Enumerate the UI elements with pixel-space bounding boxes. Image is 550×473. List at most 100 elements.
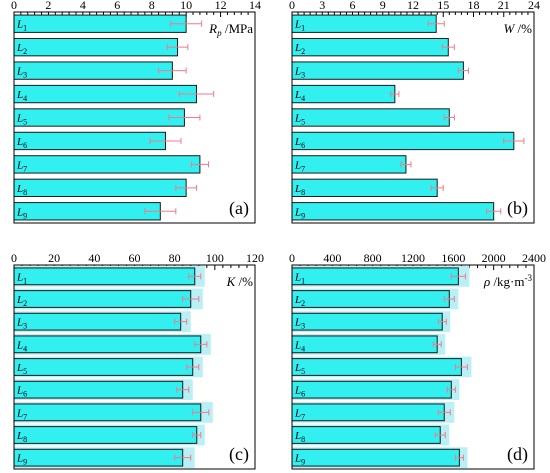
category-label: L1: [294, 271, 305, 285]
x-tick-label: 60: [129, 251, 141, 265]
x-tick-label: 0: [11, 251, 17, 265]
bar: [291, 335, 438, 354]
x-tick-label: 6: [114, 0, 120, 12]
category-label: L9: [16, 206, 27, 220]
category-label: L7: [16, 159, 27, 173]
bar: [291, 312, 443, 331]
x-tick-label: 2: [45, 0, 51, 12]
category-label: L4: [294, 339, 305, 353]
bar: [291, 380, 452, 399]
x-tick-label: 80: [169, 251, 181, 265]
bar: [291, 108, 450, 127]
bar: [291, 84, 396, 104]
bar: [13, 131, 166, 151]
bar: [291, 426, 441, 444]
bar: [291, 37, 449, 57]
x-tick-label: 2000: [482, 251, 506, 265]
category-label: L5: [16, 362, 27, 376]
bar: [291, 202, 495, 221]
bar: [291, 61, 464, 80]
panel-letter: (d): [507, 444, 528, 465]
category-label: L1: [16, 271, 27, 285]
category-label: L6: [16, 385, 27, 399]
chart-panel-2: 0 3 6 9 12 15 18 21 24 L1 L2 L3 L4 L5 L6 L7 L8 L9 W /% (b): [289, 0, 540, 224]
bar: [291, 403, 445, 422]
category-label: L9: [16, 453, 27, 467]
x-tick-label: 10: [180, 0, 192, 12]
category-label: L4: [16, 89, 27, 103]
plot-frame: [13, 11, 256, 224]
x-tick-label: 8: [149, 0, 155, 12]
bar: [291, 131, 515, 151]
category-label: L6: [16, 136, 27, 150]
x-tick-label: 21: [498, 0, 510, 12]
bar: [291, 358, 462, 376]
category-label: L2: [16, 294, 27, 308]
x-tick-label: 40: [88, 251, 100, 265]
category-label: L8: [294, 183, 305, 197]
bar: [13, 108, 185, 127]
bar: [13, 267, 196, 286]
bar: [13, 403, 202, 422]
bar: [13, 202, 161, 221]
bar: [13, 290, 192, 308]
panel-letter: (c): [229, 444, 249, 465]
x-tick-label: 12: [407, 0, 419, 12]
category-label: L3: [294, 66, 305, 80]
category-label: L3: [16, 317, 27, 331]
category-label: L2: [294, 42, 305, 56]
x-tick-label: 14: [249, 0, 261, 12]
x-tick-label: 12: [215, 0, 227, 12]
bar: [291, 14, 437, 33]
category-label: L3: [16, 66, 27, 80]
category-label: L1: [16, 19, 27, 33]
category-label: L9: [294, 453, 305, 467]
x-tick-label: 2400: [522, 251, 546, 265]
category-label: L4: [16, 339, 27, 353]
chart-panel-4: 0 400 800 1200 1600 2000 2400 L1 L2 L3 L4 L5 L6 L7 L8 L…: [289, 251, 546, 470]
category-label: L3: [294, 317, 305, 331]
axis-title: Rp /MPa: [208, 21, 253, 38]
category-label: L1: [294, 19, 305, 33]
category-label: L2: [16, 42, 27, 56]
plot-frame: [13, 264, 256, 470]
chart-panel-1: 0 2 4 6 8 10 12 14 L1 L2 L3 L4 L5 L6 L7 L8 L9 Rp /MPa (a): [11, 0, 261, 224]
panel-letter: (a): [229, 198, 249, 219]
x-tick-label: 0: [289, 0, 295, 12]
bar: [291, 155, 407, 174]
category-label: L7: [294, 159, 305, 173]
category-label: L8: [16, 183, 27, 197]
x-tick-label: 4: [80, 0, 86, 12]
x-tick-label: 1200: [401, 251, 425, 265]
axis-title: W /%: [503, 21, 532, 36]
bar: [13, 37, 179, 57]
category-label: L6: [294, 136, 305, 150]
x-tick-label: 20: [48, 251, 60, 265]
x-tick-label: 9: [380, 0, 386, 12]
category-label: L9: [294, 206, 305, 220]
bar: [291, 448, 460, 467]
x-tick-label: 100: [206, 251, 224, 265]
bar: [13, 358, 194, 376]
bar: [13, 426, 198, 444]
category-label: L2: [294, 294, 305, 308]
bar: [291, 267, 459, 286]
x-tick-label: 18: [468, 0, 480, 12]
chart-panel-3: 0 20 40 60 80 100 120 L1 L2 L3 L4 L5 L6 L7 L8 L9 K /% (c): [11, 251, 264, 470]
x-tick-label: 120: [246, 251, 264, 265]
x-tick-label: 0: [11, 0, 17, 12]
panel-letter: (b): [507, 198, 528, 219]
bar: [13, 380, 184, 399]
category-label: L5: [294, 362, 305, 376]
x-tick-label: 0: [289, 251, 295, 265]
bar: [291, 290, 450, 308]
plot-frame: [291, 11, 535, 224]
bar: [13, 155, 201, 174]
bar: [13, 61, 173, 80]
plot-frame: [291, 264, 535, 470]
x-tick-label: 3: [319, 0, 325, 12]
x-tick-label: 24: [528, 0, 540, 12]
bar: [13, 448, 184, 467]
bar: [13, 84, 197, 104]
